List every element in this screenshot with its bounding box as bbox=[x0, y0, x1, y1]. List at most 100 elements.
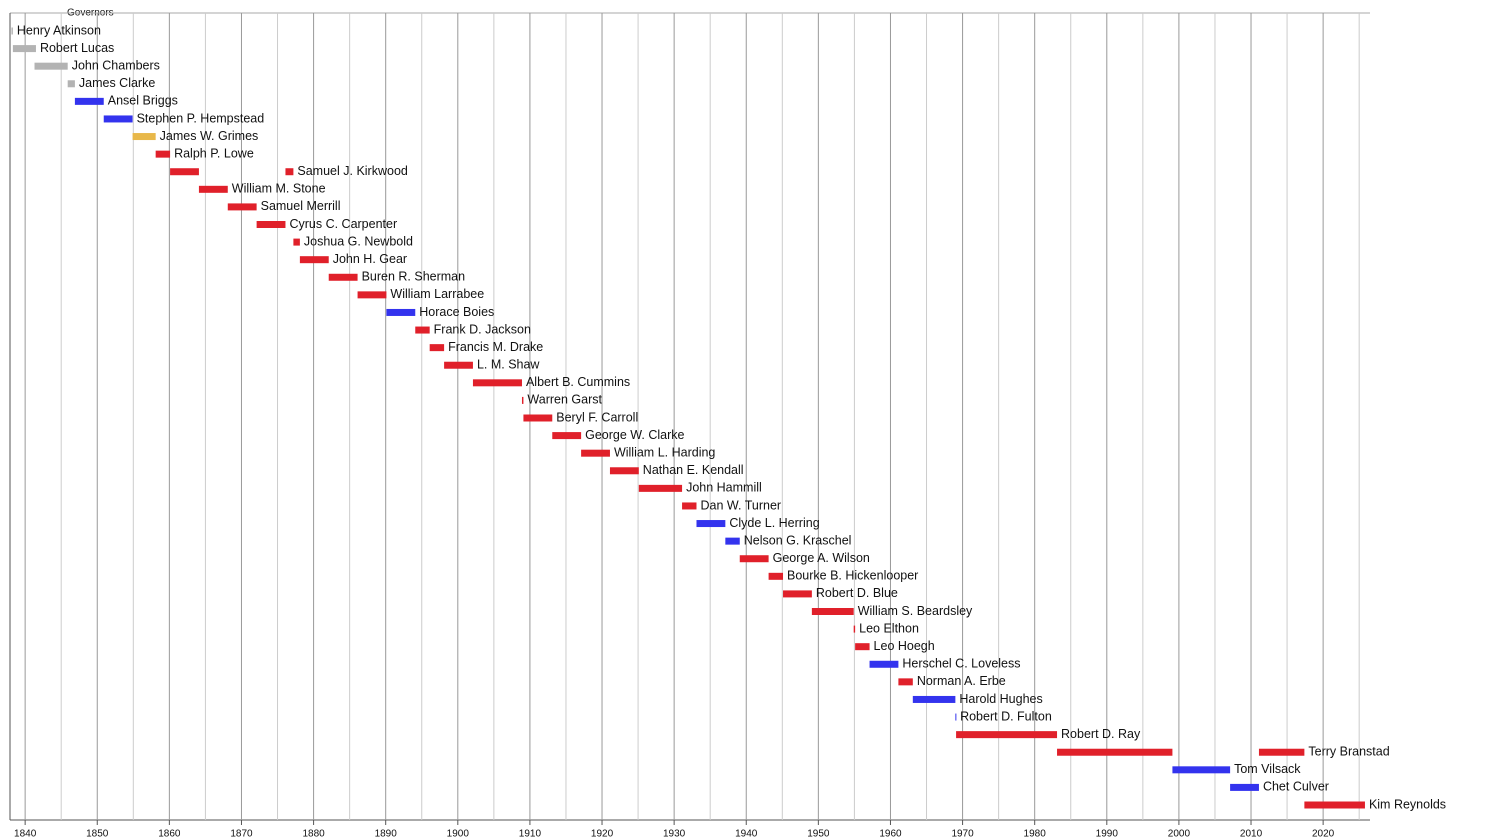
term-bar bbox=[328, 273, 358, 281]
governor-label: Dan W. Turner bbox=[700, 498, 781, 512]
governor-label: Robert Lucas bbox=[40, 41, 114, 55]
term-bar bbox=[103, 115, 133, 123]
governor-label: George W. Clarke bbox=[585, 428, 684, 442]
term-bar bbox=[472, 379, 522, 387]
term-bar bbox=[74, 97, 104, 105]
term-bar bbox=[285, 168, 294, 176]
x-tick-label: 1920 bbox=[591, 829, 614, 840]
term-bar bbox=[725, 537, 740, 545]
term-bar bbox=[739, 555, 769, 563]
governor-label: William L. Harding bbox=[614, 445, 715, 459]
term-bar bbox=[444, 361, 473, 369]
x-tick-label: 1840 bbox=[14, 829, 37, 840]
term-bar bbox=[293, 238, 300, 246]
governor-label: James W. Grimes bbox=[160, 129, 259, 143]
governor-label: Norman A. Erbe bbox=[917, 674, 1006, 688]
governor-label: Harold Hughes bbox=[959, 692, 1042, 706]
governor-label: Buren R. Sherman bbox=[362, 270, 466, 284]
term-bar bbox=[696, 520, 726, 528]
term-bar bbox=[1172, 766, 1231, 774]
governor-label: Warren Garst bbox=[527, 393, 602, 407]
governor-label: Frank D. Jackson bbox=[434, 322, 531, 336]
term-bar bbox=[523, 414, 553, 422]
governor-label: Joshua G. Newbold bbox=[304, 234, 413, 248]
governor-label: Cyrus C. Carpenter bbox=[289, 217, 397, 231]
governor-label: Terry Branstad bbox=[1308, 745, 1389, 759]
term-bar bbox=[429, 344, 445, 352]
governor-label: Beryl F. Carroll bbox=[556, 410, 638, 424]
term-bar bbox=[955, 713, 957, 721]
governor-label: Leo Elthon bbox=[859, 621, 919, 635]
x-tick-label: 1870 bbox=[230, 829, 253, 840]
governor-label: Leo Hoegh bbox=[874, 639, 935, 653]
term-bar bbox=[855, 643, 870, 651]
governor-label: George A. Wilson bbox=[773, 551, 870, 565]
governor-label: Stephen P. Hempstead bbox=[137, 111, 265, 125]
governor-label: Clyde L. Herring bbox=[729, 516, 819, 530]
governor-label: Ansel Briggs bbox=[108, 94, 178, 108]
governor-label: John Hammill bbox=[686, 481, 762, 495]
governor-label: William Larrabee bbox=[390, 287, 484, 301]
term-bar bbox=[869, 660, 899, 668]
governor-label: Francis M. Drake bbox=[448, 340, 543, 354]
term-bar bbox=[956, 731, 1058, 739]
term-bar bbox=[521, 396, 524, 404]
governor-label: William S. Beardsley bbox=[858, 604, 973, 618]
x-tick-label: 1980 bbox=[1024, 829, 1047, 840]
term-bar bbox=[581, 449, 610, 457]
term-bar bbox=[1304, 801, 1365, 809]
term-bar bbox=[1057, 748, 1173, 756]
governor-label: Albert B. Cummins bbox=[526, 375, 630, 389]
x-tick-label: 1990 bbox=[1096, 829, 1119, 840]
x-tick-label: 1940 bbox=[735, 829, 758, 840]
x-tick-label: 1910 bbox=[519, 829, 542, 840]
term-bar bbox=[256, 221, 286, 228]
term-bar bbox=[198, 185, 228, 193]
governor-label: Nelson G. Kraschel bbox=[744, 533, 852, 547]
term-bar bbox=[853, 625, 856, 633]
governor-label: Robert D. Fulton bbox=[960, 709, 1052, 723]
governor-label: John H. Gear bbox=[333, 252, 407, 266]
governor-label: Nathan E. Kendall bbox=[643, 463, 744, 477]
term-bar bbox=[67, 80, 75, 88]
governor-label: Samuel J. Kirkwood bbox=[297, 164, 408, 178]
x-tick-label: 2010 bbox=[1240, 829, 1263, 840]
governor-label: Kim Reynolds bbox=[1369, 797, 1446, 811]
term-bar bbox=[768, 572, 784, 580]
governor-label: Robert D. Blue bbox=[816, 586, 898, 600]
governor-label: Robert D. Ray bbox=[1061, 727, 1141, 741]
term-bar bbox=[1230, 783, 1259, 791]
governor-label: William M. Stone bbox=[232, 182, 326, 196]
governor-label: James Clarke bbox=[79, 76, 155, 90]
term-bar bbox=[170, 168, 199, 176]
governor-label: Henry Atkinson bbox=[17, 23, 101, 37]
term-bar bbox=[357, 291, 387, 299]
governor-label: Herschel C. Loveless bbox=[902, 657, 1020, 671]
term-bar bbox=[155, 150, 171, 158]
term-bar bbox=[1258, 748, 1305, 756]
x-tick-label: 1850 bbox=[86, 829, 109, 840]
x-tick-label: 1900 bbox=[447, 829, 470, 840]
term-bar bbox=[227, 203, 257, 211]
term-bar bbox=[415, 326, 430, 334]
x-tick-label: 1960 bbox=[879, 829, 902, 840]
term-bar bbox=[299, 256, 329, 264]
governor-label: Tom Vilsack bbox=[1234, 762, 1301, 776]
term-bar bbox=[552, 432, 582, 440]
term-bar bbox=[132, 133, 156, 141]
term-bar bbox=[12, 45, 36, 53]
governor-label: Ralph P. Lowe bbox=[174, 146, 254, 160]
governor-label: Bourke B. Hickenlooper bbox=[787, 569, 918, 583]
term-bar bbox=[11, 27, 13, 35]
governor-label: Samuel Merrill bbox=[261, 199, 341, 213]
term-bar bbox=[912, 695, 956, 703]
term-bar bbox=[638, 484, 683, 492]
term-bar bbox=[783, 590, 812, 598]
x-tick-label: 1890 bbox=[375, 829, 398, 840]
governor-label: Chet Culver bbox=[1263, 780, 1329, 794]
governor-label: L. M. Shaw bbox=[477, 358, 540, 372]
term-bar bbox=[898, 678, 913, 686]
x-tick-label: 1970 bbox=[951, 829, 974, 840]
x-tick-label: 2020 bbox=[1312, 829, 1335, 840]
